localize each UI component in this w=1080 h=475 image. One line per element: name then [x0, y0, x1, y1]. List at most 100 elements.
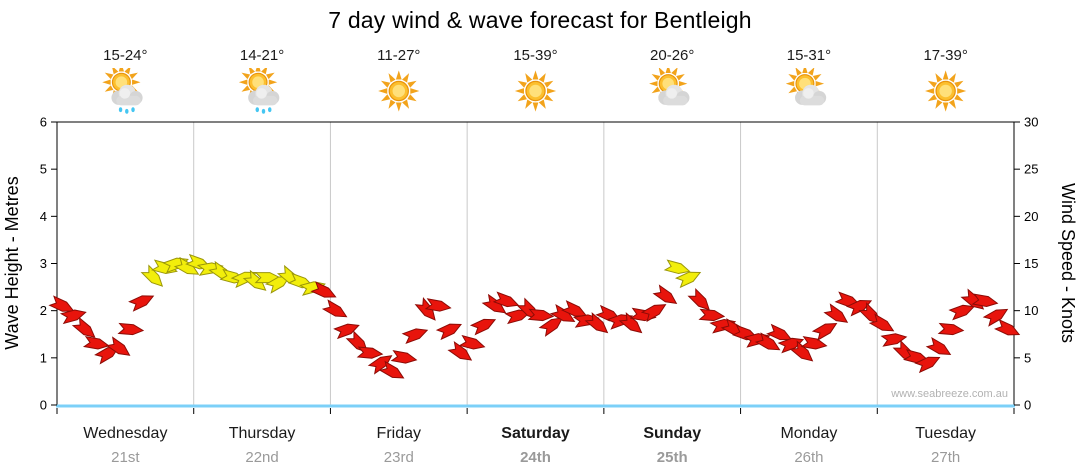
right-tick-label: 5	[1024, 350, 1031, 365]
wind-arrow	[858, 302, 881, 325]
wind-arrow	[652, 284, 678, 305]
day-date-label: 25th	[657, 449, 688, 466]
wind-arrow	[435, 323, 462, 341]
wind-arrow	[994, 318, 1021, 336]
day-date-label: 22nd	[245, 449, 278, 466]
temp-range-label: 15-31°	[787, 47, 831, 64]
left-axis-title: Wave Height - Metres	[2, 176, 22, 349]
right-axis-title: Wind Speed - Knots	[1058, 183, 1078, 343]
wind-arrow	[458, 334, 486, 350]
wind-arrow	[584, 312, 609, 334]
wind-arrow	[971, 293, 999, 307]
weather-icon-sun-cloud	[786, 64, 826, 105]
day-name-label: Friday	[377, 425, 421, 442]
right-tick-label: 10	[1024, 303, 1038, 318]
left-tick-label: 2	[40, 303, 47, 318]
wind-arrow	[618, 312, 643, 334]
wind-arrow	[868, 313, 895, 332]
right-tick-label: 0	[1024, 398, 1031, 413]
wind-arrow	[48, 295, 75, 312]
wind-arrow	[675, 271, 702, 289]
wind-arrow	[504, 309, 532, 325]
day-date-label: 27th	[931, 449, 960, 466]
wind-arrow	[663, 259, 691, 275]
wind-arrow	[71, 316, 96, 338]
temp-range-label: 14-21°	[240, 47, 284, 64]
temp-range-label: 15-39°	[513, 47, 557, 64]
wind-arrow	[94, 346, 120, 365]
page-title: 7 day wind & wave forecast for Bentleigh	[328, 7, 752, 33]
temp-range-label: 20-26°	[650, 47, 694, 64]
wind-arrow	[117, 322, 145, 336]
wind-arrow	[914, 356, 941, 374]
left-tick-label: 0	[40, 398, 47, 413]
watermark: www.seabreeze.com.au	[890, 388, 1008, 400]
wind-arrow	[378, 360, 405, 379]
wind-arrow	[698, 308, 726, 322]
wind-arrow	[687, 287, 710, 311]
left-tick-label: 3	[40, 256, 47, 271]
wind-arrow	[469, 318, 497, 336]
wind-arrow	[982, 308, 1009, 327]
wind-arrow	[937, 322, 965, 336]
wind-arrow	[333, 323, 360, 340]
temp-range-label: 17-39°	[923, 47, 967, 64]
weather-icon-sun-cloud-rain	[102, 63, 142, 114]
temp-range-label: 15-24°	[103, 47, 147, 64]
right-tick-label: 15	[1024, 256, 1038, 271]
left-tick-label: 5	[40, 162, 47, 177]
wind-arrow	[561, 300, 588, 317]
wind-arrow	[845, 300, 873, 317]
weather-icon-sun-cloud	[649, 64, 689, 105]
right-tick-label: 20	[1024, 209, 1038, 224]
day-date-label: 23rd	[384, 449, 414, 466]
day-date-label: 21st	[111, 449, 140, 466]
day-name-label: Monday	[780, 425, 837, 442]
wind-arrow	[356, 346, 384, 359]
wind-arrow	[925, 337, 952, 355]
day-name-label: Thursday	[229, 425, 296, 442]
wind-arrow	[321, 299, 348, 318]
wind-arrow	[492, 291, 520, 308]
wind-arrow	[390, 350, 418, 364]
wind-arrow	[424, 298, 452, 312]
temp-range-label: 11-27°	[377, 47, 420, 64]
right-tick-label: 30	[1024, 115, 1038, 130]
weather-icon-sun	[515, 70, 556, 111]
wind-arrow	[140, 264, 164, 287]
wind-arrow	[880, 333, 908, 347]
wind-arrow	[800, 335, 828, 350]
day-date-label: 26th	[794, 449, 823, 466]
wind-arrow	[538, 317, 564, 337]
day-date-label: 24th	[520, 449, 551, 466]
right-tick-label: 25	[1024, 162, 1038, 177]
day-name-label: Saturday	[501, 425, 570, 442]
wind-arrow	[527, 308, 555, 322]
wind-arrow	[948, 304, 976, 321]
day-name-label: Sunday	[643, 425, 701, 442]
wind-arrow	[823, 303, 849, 323]
left-tick-label: 4	[40, 209, 47, 224]
wind-arrow	[82, 335, 110, 350]
day-name-label: Wednesday	[83, 425, 167, 442]
weather-icon-sun	[925, 70, 966, 111]
wind-arrow	[766, 323, 793, 341]
left-tick-label: 1	[40, 350, 47, 365]
left-tick-label: 6	[40, 115, 47, 130]
wind-arrow	[754, 332, 781, 351]
wind-arrow	[811, 322, 838, 341]
wind-arrow	[128, 295, 155, 312]
wind-arrow	[447, 341, 473, 361]
wind-arrow	[789, 340, 814, 362]
wind-arrow	[401, 328, 429, 344]
wind-arrow	[310, 281, 337, 298]
wind-arrow	[105, 336, 131, 356]
day-name-label: Tuesday	[915, 425, 976, 442]
wind-arrow	[640, 304, 667, 323]
wind-arrow	[265, 275, 291, 294]
weather-icon-sun	[378, 70, 419, 111]
weather-icon-sun-cloud-rain	[239, 63, 279, 114]
wind-arrow	[59, 309, 87, 325]
